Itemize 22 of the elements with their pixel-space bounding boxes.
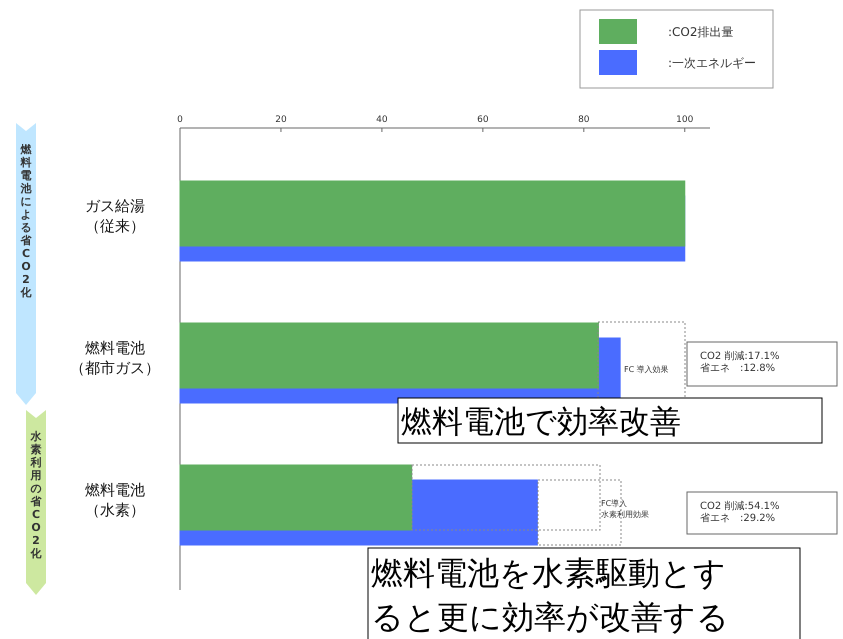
y-tick-label: 燃料電池（水素） [85, 481, 145, 519]
y-tick-label: ガス給湯（従来） [85, 197, 145, 235]
x-tick-label: 20 [275, 115, 287, 125]
annotation: 燃料電池を水素駆動とすると更に効率が改善する [371, 554, 729, 636]
x-tick-label: 100 [676, 115, 694, 125]
bar [180, 180, 686, 246]
x-tick-label: 60 [477, 115, 489, 125]
annotation: 燃料電池で効率改善 [401, 404, 681, 440]
annotation: FC 導入効果 [624, 365, 669, 374]
x-tick-label: 0 [177, 115, 184, 125]
x-tick-label: 80 [578, 115, 590, 125]
text: 燃料電池による省CO2化 [20, 143, 32, 299]
text: :一次エネルギー [668, 56, 756, 70]
y-tick-label: 燃料電池（都市ガス） [70, 339, 160, 377]
text: :CO2排出量 [668, 25, 734, 39]
text: 水素利用の省CO2化 [30, 430, 42, 560]
bar [180, 322, 599, 388]
bar [180, 464, 412, 530]
x-tick-label: 40 [376, 115, 388, 125]
annotation: CO2 削減:17.1% 省エネ :12.8% [700, 350, 780, 374]
annotation: FC導入水素利用効果 [601, 499, 649, 519]
annotation: CO2 削減:54.1% 省エネ :29.2% [700, 500, 780, 524]
